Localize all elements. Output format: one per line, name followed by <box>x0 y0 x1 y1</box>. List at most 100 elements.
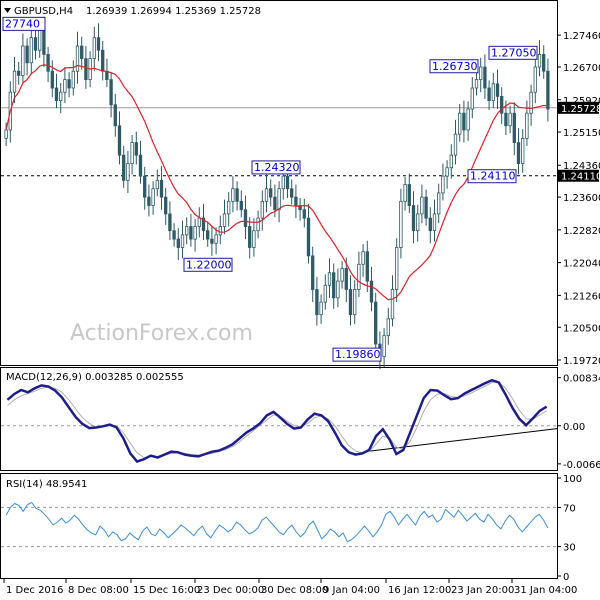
candle <box>155 169 159 197</box>
candle-body <box>294 196 298 206</box>
candle-body <box>17 70 21 76</box>
candle <box>214 227 218 255</box>
candle <box>206 221 210 247</box>
candle-body <box>117 125 122 156</box>
candle <box>365 240 369 292</box>
rsi-pane-border <box>0 473 558 579</box>
x-tick-label: 1 Dec 2016 <box>6 585 64 596</box>
candle-body <box>75 45 80 72</box>
candle-body <box>390 289 395 320</box>
candle-body <box>235 188 239 202</box>
candle-body <box>437 192 441 215</box>
candle <box>306 203 311 264</box>
candle-body <box>185 226 189 236</box>
candle <box>260 190 264 231</box>
candle-body <box>487 87 491 101</box>
dropdown-triangle-icon[interactable] <box>4 8 11 13</box>
candle-body <box>533 66 537 93</box>
candle-body <box>504 112 508 127</box>
candle-body <box>33 37 38 51</box>
candle-body <box>466 108 470 131</box>
candle <box>138 140 143 184</box>
candle-body <box>197 217 201 227</box>
price-tag-bg <box>558 101 599 114</box>
candle <box>243 195 248 240</box>
candle <box>516 128 521 175</box>
candle <box>344 257 348 303</box>
candle-body <box>164 196 168 215</box>
candle-body <box>411 205 416 232</box>
candle-body <box>231 188 235 202</box>
candle <box>147 184 151 217</box>
candle-body <box>546 70 550 110</box>
candle <box>117 111 122 165</box>
candle <box>185 217 189 245</box>
candle-body <box>281 175 285 190</box>
candle-body <box>71 70 75 89</box>
x-tick-label: 8 Dec 08:00 <box>68 585 129 596</box>
callout-label: 1.19860 <box>335 348 381 361</box>
candle-body <box>365 251 369 282</box>
candle <box>445 160 449 189</box>
candle <box>193 218 197 252</box>
candle-body <box>357 263 361 290</box>
candle-body <box>306 217 311 257</box>
candle <box>71 60 75 96</box>
candle-body <box>420 196 424 215</box>
candle-body <box>353 289 357 316</box>
candle-body <box>474 79 479 89</box>
candle-body <box>483 66 487 89</box>
candle-body <box>42 28 46 55</box>
callout-label: 27740 <box>5 17 40 30</box>
candle <box>449 144 453 179</box>
rsi-title: RSI(14) 48.9541 <box>6 479 87 490</box>
header: GBPUSD,H4 1.26939 1.26994 1.25369 1.2572… <box>4 6 261 17</box>
candle <box>143 166 147 210</box>
candle-body <box>470 87 474 110</box>
candle <box>500 87 504 125</box>
candle-body <box>521 137 525 164</box>
candle <box>189 213 193 247</box>
rsi-line <box>5 501 549 543</box>
callout-label: 1.24320 <box>254 161 300 174</box>
price-y-tick-label: 1.24360 <box>563 161 600 172</box>
price-y-tick-label: 1.25150 <box>563 128 600 139</box>
candle-body <box>344 268 348 290</box>
rsi-y-tick-label: 30 <box>563 543 576 554</box>
candle <box>487 80 491 110</box>
candle-body <box>336 280 340 299</box>
candle <box>290 179 294 205</box>
candle-body <box>109 79 113 106</box>
candle <box>67 72 71 98</box>
candle-body <box>382 335 386 358</box>
candle-body <box>302 209 306 219</box>
candle <box>533 56 537 104</box>
candle-body <box>479 66 483 81</box>
price-callout: 1.24110 <box>467 169 517 184</box>
candle <box>12 56 17 104</box>
candle <box>386 307 390 345</box>
candle <box>416 204 420 242</box>
rsi-y-tick-label: 0 <box>563 572 569 583</box>
candle-body <box>428 217 432 232</box>
candle-body <box>130 142 134 164</box>
candle-body <box>29 37 33 64</box>
candle <box>458 103 462 142</box>
candle-body <box>38 28 42 51</box>
callout-box <box>429 59 479 74</box>
candle-body <box>159 179 164 198</box>
candle-body <box>176 238 180 248</box>
candle-body <box>168 213 172 232</box>
candle <box>256 210 260 239</box>
moving-average-line <box>5 64 548 301</box>
candle-body <box>403 184 407 202</box>
candle-body <box>243 209 248 227</box>
candle <box>113 93 117 137</box>
macd-title: MACD(12,26,9) 0.003285 0.002555 <box>6 372 184 383</box>
candle-body <box>399 200 403 248</box>
callout-box <box>183 257 233 272</box>
price-callout: 1.26730 <box>429 59 479 74</box>
candle-body <box>285 175 290 190</box>
candle-body <box>332 272 336 299</box>
candle <box>369 266 374 312</box>
